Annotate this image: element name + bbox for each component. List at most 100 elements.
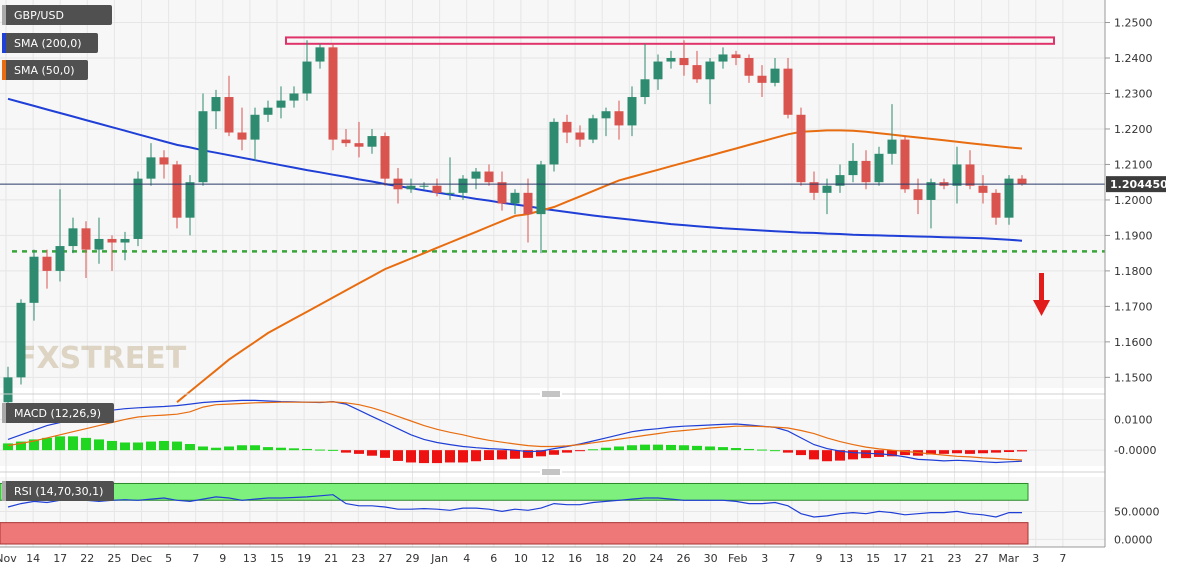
x-tick-label: 17	[53, 552, 67, 565]
candle-body	[757, 75, 767, 83]
price-y-tick-label: 1.2500	[1114, 17, 1153, 30]
legend-sma200: SMA (200,0)	[2, 33, 98, 53]
candle-body	[627, 97, 637, 126]
candle-body	[81, 228, 91, 250]
candle-body	[874, 153, 884, 183]
x-tick-label: 26	[677, 552, 691, 565]
candle-body	[211, 97, 221, 112]
x-tick-label: Dec	[131, 552, 152, 565]
legend-symbol-label: GBP/USD	[14, 9, 64, 22]
macd-histogram-bar	[42, 437, 52, 451]
macd-histogram-bar	[354, 450, 364, 454]
candle-body	[536, 164, 546, 215]
candle-body	[107, 238, 117, 243]
watermark: FXSTREET	[16, 341, 187, 376]
macd-histogram-bar	[198, 446, 208, 451]
macd-histogram-bar	[302, 448, 312, 451]
candle-body	[315, 47, 325, 62]
x-tick-label: 21	[324, 552, 338, 565]
candle-body	[94, 238, 104, 250]
candle-body	[367, 136, 377, 147]
macd-histogram-bar	[536, 450, 546, 457]
macd-histogram-bar	[406, 450, 416, 463]
macd-histogram-bar	[1017, 450, 1027, 452]
macd-histogram-bar	[575, 450, 585, 452]
macd-histogram-bar	[770, 450, 780, 452]
candle-body	[640, 79, 650, 98]
price-y-tick-label: 1.1900	[1114, 229, 1153, 242]
candle-body	[159, 157, 169, 165]
sma50-line	[176, 129, 1023, 403]
macd-histogram-bar	[159, 440, 169, 451]
candle-body	[887, 139, 897, 154]
candle-body	[497, 182, 507, 204]
macd-histogram-bar	[991, 450, 1001, 453]
x-tick-label: Feb	[728, 552, 747, 565]
x-tick-label: 3	[1032, 552, 1039, 565]
candle-body	[3, 377, 13, 403]
x-tick-label: 9	[219, 552, 226, 565]
macd-histogram-bar	[900, 450, 910, 456]
legend-macd-label: MACD (12,26,9)	[14, 407, 101, 420]
x-tick-label: 7	[1059, 552, 1066, 565]
x-tick-label: 6	[490, 552, 497, 565]
last-price-label: 1.204450	[1110, 178, 1168, 191]
price-y-tick-label: 1.1500	[1114, 371, 1153, 384]
candle-body	[133, 178, 143, 239]
macd-histogram-bar	[978, 450, 988, 454]
macd-histogram-bar	[965, 450, 975, 454]
candle-body	[55, 246, 65, 271]
candle-body	[991, 192, 1001, 218]
macd-histogram-bar	[614, 446, 624, 451]
x-tick-label: 9	[816, 552, 823, 565]
x-tick-label: 19	[297, 552, 311, 565]
macd-histogram-bar	[393, 450, 403, 461]
macd-histogram-bar	[705, 446, 715, 451]
candle-body	[666, 58, 676, 62]
macd-y-tick-label: 0.0100	[1114, 413, 1153, 426]
macd-histogram-bar	[744, 448, 754, 451]
rsi-y-tick-label: 50.0000	[1114, 505, 1160, 518]
x-tick-label: 23	[948, 552, 962, 565]
macd-histogram-bar	[328, 449, 338, 451]
panel-resize-handle[interactable]	[540, 391, 562, 397]
candle-body	[471, 171, 481, 179]
candle-body	[302, 61, 312, 94]
x-tick-label: Jan	[430, 552, 448, 565]
macd-histogram-bar	[640, 444, 650, 451]
macd-histogram-bar	[510, 450, 520, 459]
macd-histogram-bar	[367, 450, 377, 456]
macd-histogram-bar	[55, 436, 65, 451]
candle-body	[276, 100, 286, 108]
macd-histogram-bar	[757, 449, 767, 451]
candle-body	[237, 132, 247, 140]
price-y-tick-label: 1.1800	[1114, 265, 1153, 278]
macd-histogram-bar	[861, 450, 871, 459]
panel-resize-handle[interactable]	[540, 469, 562, 475]
macd-histogram-bar	[887, 450, 897, 457]
legend-symbol: GBP/USD	[2, 5, 112, 25]
macd-histogram-bar	[796, 450, 806, 456]
macd-histogram-bar	[276, 447, 286, 451]
x-tick-label: Nov	[0, 552, 17, 565]
candle-body	[770, 68, 780, 83]
candle-body	[289, 93, 299, 101]
candle-body	[42, 256, 52, 271]
candle-body	[718, 54, 728, 62]
macd-histogram-bar	[471, 450, 481, 462]
price-y-tick-label: 1.2100	[1114, 158, 1153, 171]
macd-histogram-bar	[211, 447, 221, 451]
x-tick-label: 24	[649, 552, 663, 565]
macd-histogram-bar	[146, 441, 156, 451]
macd-histogram-bar	[848, 450, 858, 460]
macd-histogram-bar	[549, 450, 559, 455]
x-tick-label: 5	[165, 552, 172, 565]
bearish-arrow-icon	[1033, 273, 1050, 316]
x-tick-label: 14	[26, 552, 40, 565]
candle-body	[679, 58, 689, 66]
candle-body	[354, 143, 364, 147]
candle-body	[16, 302, 26, 378]
candle-body	[458, 178, 468, 193]
